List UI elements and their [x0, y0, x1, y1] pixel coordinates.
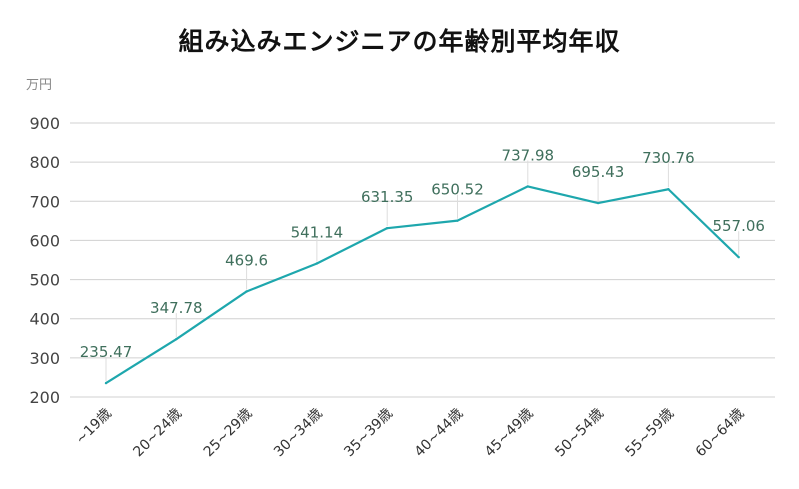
y-tick-label: 200: [29, 388, 60, 407]
y-tick-label: 600: [29, 231, 60, 250]
x-tick-label: 40~44歳: [412, 406, 467, 461]
data-label: 557.06: [712, 217, 765, 235]
y-tick-label: 800: [29, 153, 60, 172]
data-label: 650.52: [431, 181, 484, 199]
x-tick-label: 30~34歳: [271, 406, 326, 461]
data-point: [526, 185, 529, 188]
data-point: [596, 201, 600, 205]
data-point: [386, 226, 389, 230]
data-label: 730.76: [642, 149, 695, 167]
data-label: 631.35: [361, 188, 414, 206]
data-label: 737.98: [502, 146, 555, 164]
x-tick-label: 60~64歳: [693, 406, 748, 461]
data-point: [175, 337, 178, 341]
data-point: [456, 219, 459, 222]
chart-title: 組み込みエンジニアの年齢別平均年収: [178, 27, 621, 56]
data-label: 541.14: [291, 223, 344, 241]
y-tick-label: 700: [29, 192, 60, 211]
data-label: 235.47: [80, 343, 133, 361]
y-axis-unit-label: 万円: [26, 78, 53, 93]
y-tick-label: 900: [29, 114, 60, 133]
x-tick-label: 20~24歳: [130, 406, 185, 461]
x-tick-label: 50~54歳: [552, 406, 607, 461]
y-tick-label: 300: [29, 349, 60, 368]
data-point: [315, 262, 319, 265]
x-tick-label: 45~49歳: [482, 406, 537, 461]
data-point: [667, 188, 670, 191]
x-tick-label: 55~59歳: [623, 406, 678, 461]
data-label: 695.43: [572, 163, 625, 181]
data-point: [245, 290, 248, 293]
data-label: 347.78: [150, 299, 203, 317]
x-tick-label: 35~39歳: [341, 406, 396, 461]
data-point: [104, 381, 108, 385]
x-tick-label: 25~29歳: [201, 406, 256, 461]
x-tick-label: ~19歳: [73, 406, 115, 448]
data-label: 469.6: [225, 251, 268, 269]
y-tick-label: 500: [29, 271, 60, 290]
y-tick-label: 400: [29, 310, 60, 329]
data-point: [737, 256, 740, 259]
series-line: [105, 185, 740, 385]
